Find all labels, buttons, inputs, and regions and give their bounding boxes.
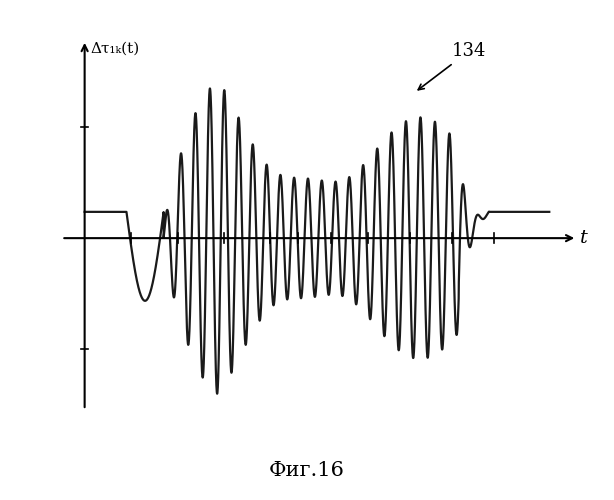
Text: Δτ₁ₖ(t): Δτ₁ₖ(t) [90,42,139,56]
Text: 134: 134 [418,42,486,90]
Text: Фиг.16: Фиг.16 [269,461,345,480]
Text: t: t [580,229,588,247]
